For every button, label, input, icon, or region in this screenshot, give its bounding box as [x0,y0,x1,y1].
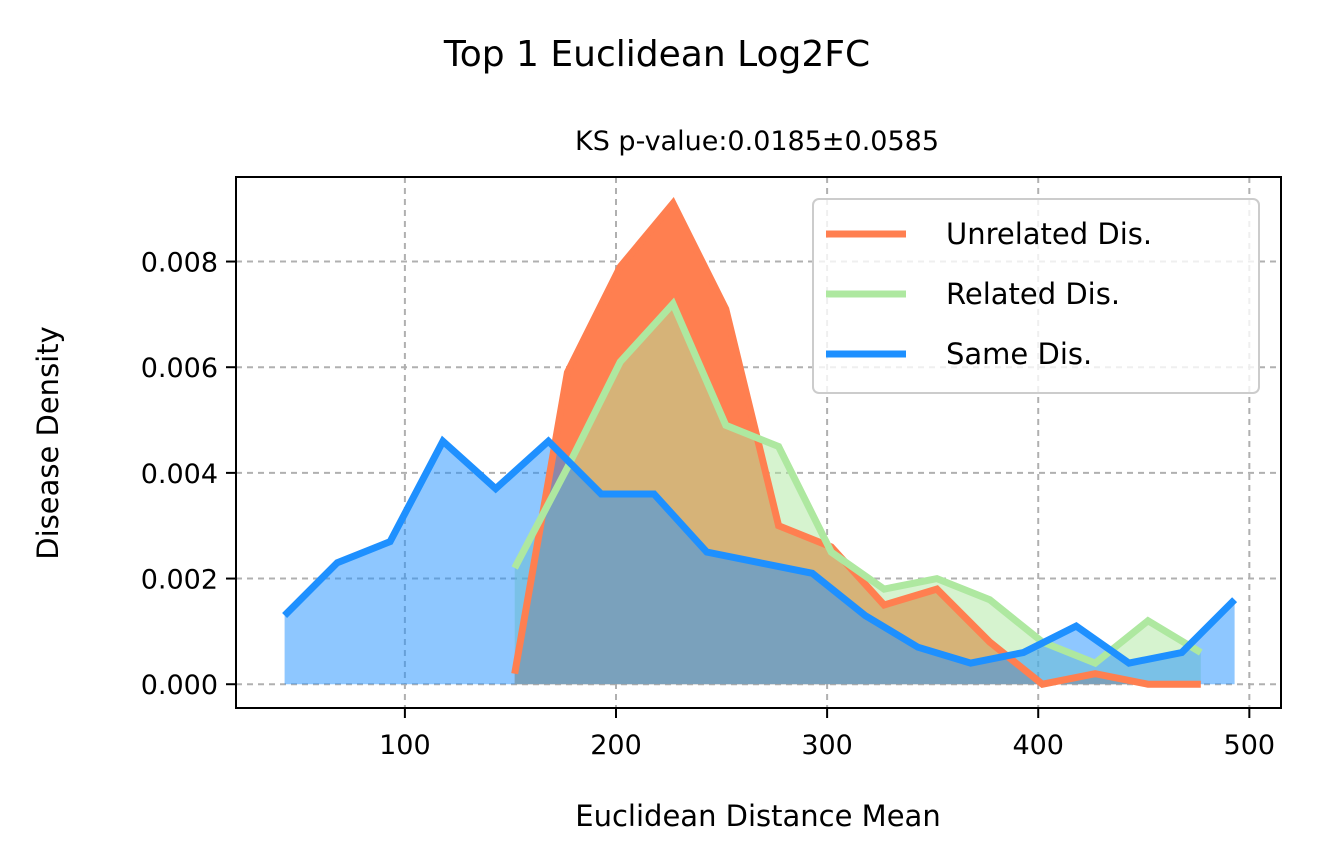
x-tick-label-1: 200 [590,730,642,761]
series-lines [282,197,1238,688]
x-tick-label-3: 400 [1012,730,1064,761]
plot-frame [235,176,1282,709]
x-tick-label-0: 100 [379,730,431,761]
chart-title: Top 1 Euclidean Log2FC [443,34,870,75]
legend-box [812,198,1260,394]
chart-subtitle: KS p-value:0.0185±0.0585 [575,126,939,157]
x-axis-label: Euclidean Distance Mean [575,799,940,833]
series-line-0 [511,197,1201,688]
series-line-2 [282,435,1238,667]
x-axis-ticks: 100 200 300 400 500 [379,708,1275,761]
legend-label-1: Related Dis. [946,277,1120,311]
x-tick-label-4: 500 [1224,730,1276,761]
legend-label-0: Unrelated Dis. [946,217,1152,251]
y-tick-label-0: 0.000 [141,670,218,701]
series-line-1 [511,297,1203,668]
x-tick-label-2: 300 [801,730,853,761]
y-tick-label-4: 0.008 [141,248,218,279]
y-tick-label-1: 0.002 [141,565,218,596]
y-axis-ticks: 0.000 0.002 0.004 0.006 0.008 [141,248,236,701]
legend: Unrelated Dis. Related Dis. Same Dis. [812,198,1260,394]
y-axis-label: Disease Density [31,326,65,560]
y-tick-label-2: 0.004 [141,459,218,490]
y-tick-label-3: 0.006 [141,353,218,384]
legend-label-2: Same Dis. [946,337,1092,371]
